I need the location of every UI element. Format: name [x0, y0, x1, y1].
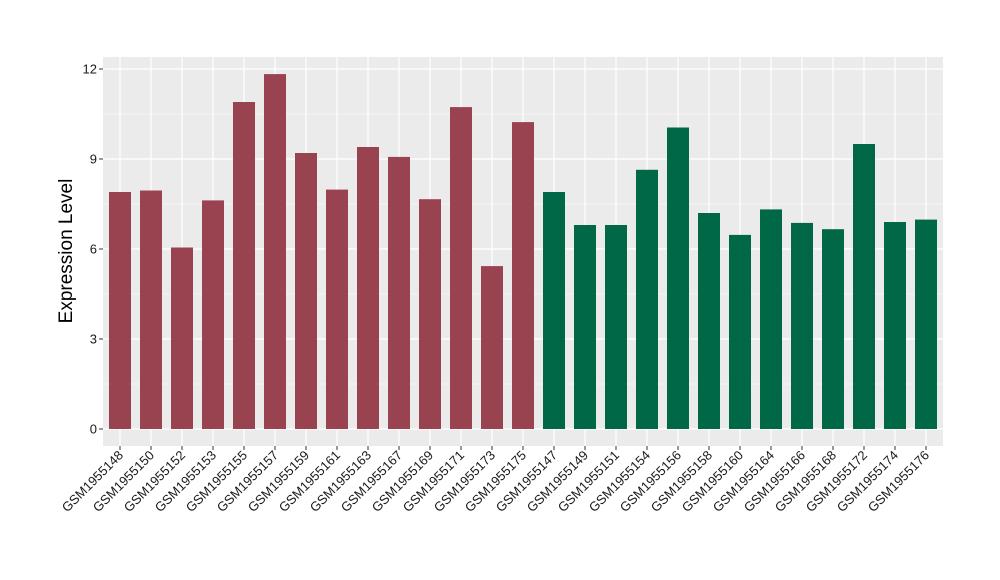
bar-GSM1955175	[512, 122, 534, 429]
bar-GSM1955161	[326, 189, 348, 429]
x-axis: GSM1955148GSM1955150GSM1955152GSM1955153…	[59, 446, 932, 515]
bar-GSM1955166	[791, 222, 813, 429]
y-axis: 0 3 6 9 12	[83, 62, 103, 437]
bar-GSM1955149	[574, 225, 596, 429]
bar-GSM1955169	[419, 199, 441, 429]
bar-GSM1955153	[202, 200, 224, 429]
bar-GSM1955171	[450, 107, 472, 429]
bar-GSM1955156	[667, 127, 689, 429]
bar-GSM1955163	[357, 147, 379, 429]
bar-GSM1955176	[915, 219, 937, 429]
bar-GSM1955173	[481, 266, 503, 429]
bar-GSM1955174	[884, 222, 906, 429]
y-tick-label: 12	[83, 62, 97, 77]
bar-GSM1955167	[388, 156, 410, 429]
bar-GSM1955147	[543, 192, 565, 429]
bar-GSM1955164	[760, 209, 782, 429]
bar-GSM1955155	[233, 102, 255, 429]
y-tick-label: 9	[90, 152, 97, 167]
bar-GSM1955154	[636, 169, 658, 430]
y-tick-label: 3	[90, 332, 97, 347]
bar-GSM1955159	[295, 153, 317, 429]
bar-GSM1955157	[264, 74, 286, 429]
bar-GSM1955152	[171, 247, 193, 429]
bar-GSM1955151	[605, 225, 627, 429]
y-tick-label: 6	[90, 242, 97, 257]
y-axis-title: Expression Level	[56, 179, 77, 324]
bar-GSM1955158	[698, 213, 720, 429]
y-tick-label: 0	[90, 422, 97, 437]
bar-GSM1955148	[109, 192, 131, 429]
bar-GSM1955160	[729, 234, 751, 429]
bar-GSM1955150	[140, 190, 162, 429]
bar-GSM1955172	[853, 144, 875, 429]
bars	[109, 74, 937, 430]
bar-GSM1955168	[822, 229, 844, 429]
